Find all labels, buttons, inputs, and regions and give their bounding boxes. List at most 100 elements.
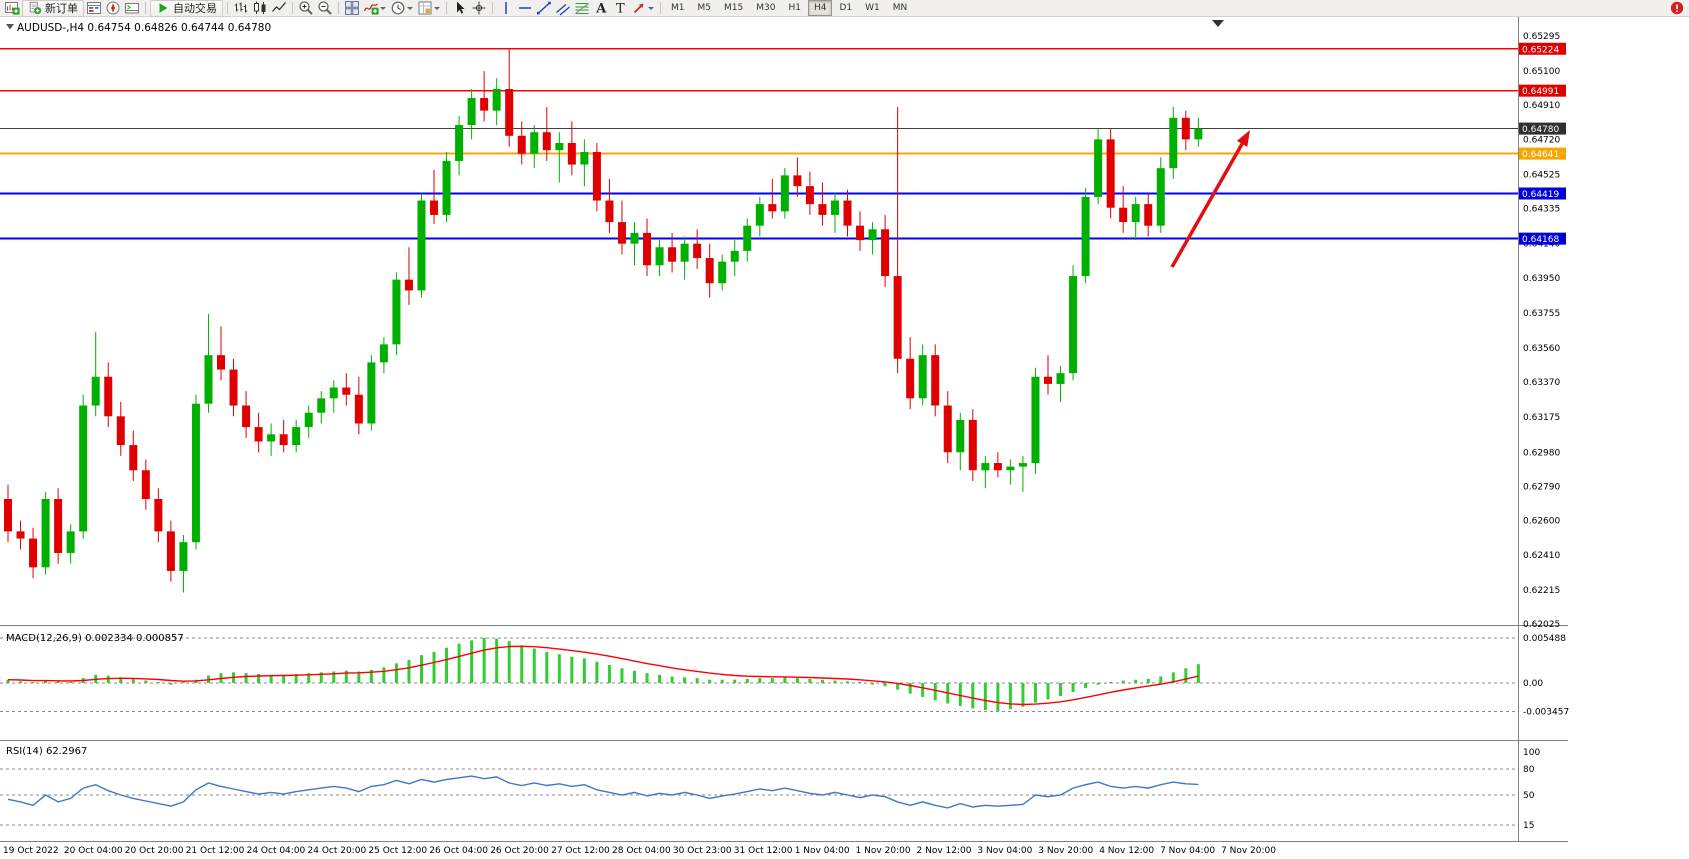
price-tag-label: 0.64641	[1522, 150, 1559, 160]
candle-body	[392, 279, 401, 345]
channel-icon[interactable]	[554, 0, 572, 16]
vertical-line-icon[interactable]	[497, 0, 515, 16]
crosshair-icon[interactable]	[470, 0, 488, 16]
toolbar-separator	[145, 2, 146, 14]
candle-body	[304, 412, 313, 428]
cursor-icon[interactable]	[451, 0, 469, 16]
candle-body	[680, 243, 689, 262]
price-tick-label: 0.64910	[1523, 101, 1560, 111]
candle-body	[66, 531, 75, 553]
svg-text:T: T	[616, 2, 625, 17]
one-click-trading-toggle-icon[interactable]	[6, 24, 14, 30]
rsi-scale-label: 50	[1523, 791, 1535, 801]
label-tool-icon[interactable]: T	[611, 0, 629, 17]
macd-scale-label: 0.00	[1523, 679, 1543, 689]
candle-body	[104, 376, 113, 417]
time-tick-label: 26 Oct 04:00	[429, 846, 488, 856]
candle-body	[29, 538, 38, 568]
horizontal-line-icon[interactable]	[516, 0, 534, 16]
timeframe-M1[interactable]: M1	[671, 3, 685, 13]
time-tick-label: 20 Oct 04:00	[64, 846, 123, 856]
candle-body	[830, 200, 839, 215]
templates-icon[interactable]	[416, 0, 442, 16]
timeframe-D1[interactable]: D1	[839, 3, 853, 13]
timeframe-M5[interactable]: M5	[697, 3, 712, 13]
periods-icon[interactable]	[389, 0, 415, 16]
candle-body	[492, 89, 501, 111]
candle-body	[455, 125, 464, 161]
candle-body	[868, 229, 877, 241]
candle-body	[668, 247, 677, 262]
new-order-button[interactable]: 新订单	[22, 0, 84, 17]
price-tag[interactable]	[1519, 232, 1566, 245]
timeframe-M15[interactable]: M15	[724, 3, 744, 13]
candle-body	[1006, 466, 1015, 471]
text-tool-icon[interactable]: A	[592, 0, 610, 17]
arrows-tool-icon[interactable]	[630, 0, 656, 16]
candle-body	[881, 229, 890, 277]
price-tick-label: 0.63560	[1523, 344, 1560, 354]
time-tick-label: 24 Oct 04:00	[247, 846, 306, 856]
toolbar-separator	[227, 2, 228, 14]
timeframe-MN[interactable]: MN	[892, 3, 908, 13]
market-watch-icon[interactable]	[85, 0, 103, 16]
svg-text:A: A	[595, 2, 607, 17]
price-tag[interactable]	[1519, 42, 1566, 55]
candle-body	[893, 276, 902, 359]
candle-body	[630, 232, 639, 244]
candle-body	[1043, 376, 1052, 384]
trend-arrow-head[interactable]	[1236, 130, 1250, 147]
candle-body	[379, 344, 388, 363]
price-tag[interactable]	[1519, 147, 1566, 160]
tile-windows-icon[interactable]	[343, 0, 361, 16]
trendline-icon[interactable]	[535, 0, 553, 16]
price-tick-label: 0.63950	[1523, 274, 1560, 284]
candle-body	[79, 405, 88, 532]
time-tick-label: 4 Nov 12:00	[1099, 846, 1154, 856]
terminal-icon[interactable]	[123, 0, 141, 16]
candle-body	[592, 151, 601, 201]
new-chart-icon[interactable]	[3, 0, 21, 16]
macd-scale-label: 0.005488	[1523, 634, 1566, 644]
candle-body	[605, 200, 614, 223]
alert-icon[interactable]	[1668, 0, 1686, 16]
candle-body	[367, 362, 376, 424]
candle-body	[329, 387, 338, 399]
zoom-out-icon[interactable]	[316, 0, 334, 16]
price-tag[interactable]	[1519, 187, 1566, 200]
candle-body	[517, 135, 526, 154]
price-tag[interactable]	[1519, 84, 1566, 97]
auto-trading-button[interactable]: 自动交易	[150, 0, 223, 17]
timeframe-M30[interactable]: M30	[756, 3, 776, 13]
candle-body	[480, 98, 489, 111]
candle-body	[467, 98, 476, 126]
candlestick-type-icon[interactable]	[251, 0, 269, 16]
timeframe-W1[interactable]: W1	[865, 3, 880, 13]
time-axis[interactable]: 19 Oct 2022 20 Oct 04:00 20 Oct 20:00 21 Oc…	[3, 846, 1276, 856]
fibonacci-icon[interactable]	[573, 0, 591, 16]
level-lines[interactable]	[0, 48, 1518, 240]
macd-label: MACD(12,26,9) 0.002334 0.000857	[6, 633, 184, 644]
price-tag[interactable]	[1519, 122, 1566, 135]
macd-signal-line	[7, 645, 1199, 706]
timeframe-H4[interactable]: H4	[807, 0, 833, 16]
candle-body	[856, 225, 865, 241]
price-tags[interactable]: 0.65224 0.64991 0.64780 0.64641 0.64419 0.641…	[1519, 42, 1566, 245]
candle-body	[1169, 117, 1178, 169]
price-axis[interactable]: 0.65295 0.65100 0.64910 0.64720 0.64525 0.643…	[1523, 32, 1560, 630]
indicators-icon[interactable]	[362, 0, 388, 16]
zoom-in-icon[interactable]	[297, 0, 315, 16]
trend-arrow[interactable]	[1170, 143, 1244, 268]
candle-body	[755, 204, 764, 226]
chart-background[interactable]	[0, 17, 1689, 859]
candle-body	[267, 434, 276, 442]
timeframe-H1[interactable]: H1	[788, 3, 801, 13]
candle-body	[981, 463, 990, 471]
candle-body	[417, 200, 426, 291]
line-chart-type-icon[interactable]	[270, 0, 288, 16]
bar-chart-type-icon[interactable]	[232, 0, 250, 16]
chart-shift-marker[interactable]	[1212, 20, 1224, 27]
navigator-icon[interactable]	[104, 0, 122, 16]
price-tag-label: 0.64168	[1522, 235, 1559, 245]
